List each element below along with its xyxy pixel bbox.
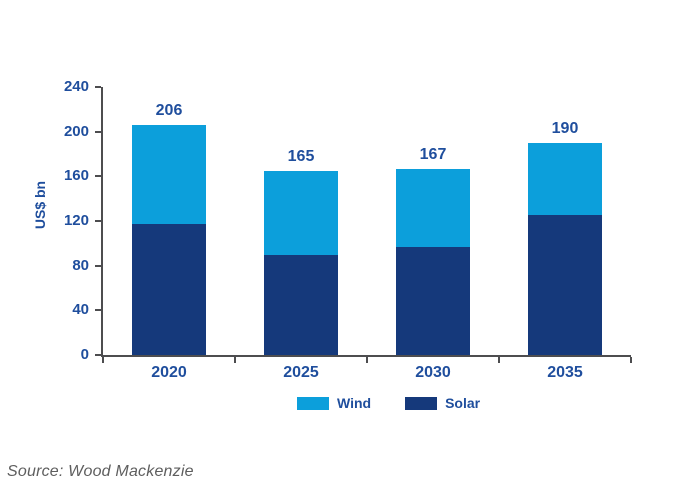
bar-group: 190 2035 <box>499 87 631 381</box>
bar-total-label: 165 <box>287 147 315 165</box>
stacked-bar <box>264 170 338 355</box>
legend-label: Wind <box>337 395 372 411</box>
y-axis-tick-label: 0 <box>80 346 89 363</box>
y-axis-tick-label: 160 <box>63 167 89 185</box>
bar-total-label: 167 <box>419 145 447 163</box>
y-axis-tick-label: 80 <box>72 256 89 274</box>
legend-item-wind: Wind <box>297 395 371 411</box>
bar-segment-solar <box>528 215 602 355</box>
bar-segment-wind <box>132 124 206 225</box>
x-axis-tick <box>234 357 236 363</box>
legend-swatch-wind-icon <box>297 396 329 410</box>
x-axis-tick <box>102 357 104 363</box>
bar-total-label: 206 <box>155 101 183 119</box>
bar-total-label: 190 <box>551 119 579 137</box>
bar-segment-wind <box>528 142 602 216</box>
stacked-bar <box>396 168 470 355</box>
bar-group: 167 2030 <box>367 87 499 381</box>
y-axis-tick <box>95 220 101 222</box>
y-axis-tick <box>95 354 101 356</box>
x-axis-tick <box>498 357 500 363</box>
bar-group: 206 2020 <box>103 87 235 381</box>
bar-segment-solar <box>396 246 470 355</box>
bar-segment-wind <box>396 168 470 247</box>
legend: Wind Solar <box>297 395 480 411</box>
y-axis-tick <box>95 264 101 267</box>
legend-item-solar: Solar <box>405 395 480 411</box>
source-note: Source: Wood Mackenzie <box>7 463 194 480</box>
stacked-bar <box>132 124 206 355</box>
y-axis-tick <box>95 309 101 312</box>
x-axis-tick <box>366 357 368 363</box>
y-axis-tick-label: 40 <box>72 301 89 319</box>
legend-label: Solar <box>445 395 481 411</box>
x-axis-category-label: 2020 <box>151 364 187 381</box>
bar-segment-solar <box>264 254 338 355</box>
x-axis-category-label: 2030 <box>415 364 451 381</box>
bar-segment-solar <box>132 224 206 355</box>
y-axis-tick <box>95 86 101 88</box>
plot-area: 0 40 80 120 160 200 240 206 2020 165 2025 167 2030 19… <box>64 78 632 381</box>
y-axis-tick-label: 120 <box>63 212 89 229</box>
y-axis-tick-label: 240 <box>63 78 89 95</box>
x-axis-tick <box>630 357 632 363</box>
stacked-bar <box>528 142 602 355</box>
y-axis-tick <box>95 175 101 178</box>
y-axis-tick <box>95 130 101 133</box>
bar-group: 165 2025 <box>235 87 367 381</box>
bar-segment-wind <box>264 170 338 255</box>
x-axis-category-label: 2025 <box>283 364 319 381</box>
y-axis-tick-label: 200 <box>63 122 89 140</box>
legend-swatch-solar-icon <box>405 396 438 410</box>
x-axis-category-label: 2035 <box>547 364 583 381</box>
